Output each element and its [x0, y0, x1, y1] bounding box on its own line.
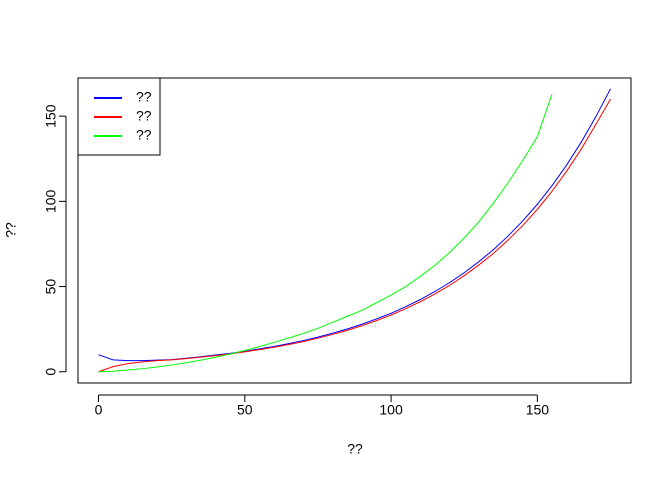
series-line [98, 93, 553, 373]
x-axis-label: ?? [347, 441, 363, 457]
legend-label: ?? [136, 108, 152, 124]
x-tick-label: 50 [237, 402, 253, 418]
x-tick-label: 100 [379, 402, 403, 418]
plot-frame [77, 77, 632, 384]
plot-lines [98, 88, 611, 373]
legend-label: ?? [136, 89, 152, 105]
y-tick-label: 150 [43, 104, 59, 128]
series-line [98, 88, 611, 362]
y-tick-label: 50 [43, 279, 59, 295]
x-tick-label: 0 [95, 402, 103, 418]
y-tick-label: 0 [43, 368, 59, 376]
y-axis-label: ?? [3, 222, 19, 238]
legend-label: ?? [136, 127, 152, 143]
y-tick-label: 100 [43, 189, 59, 213]
x-tick-label: 150 [526, 402, 550, 418]
series-line [98, 98, 611, 373]
